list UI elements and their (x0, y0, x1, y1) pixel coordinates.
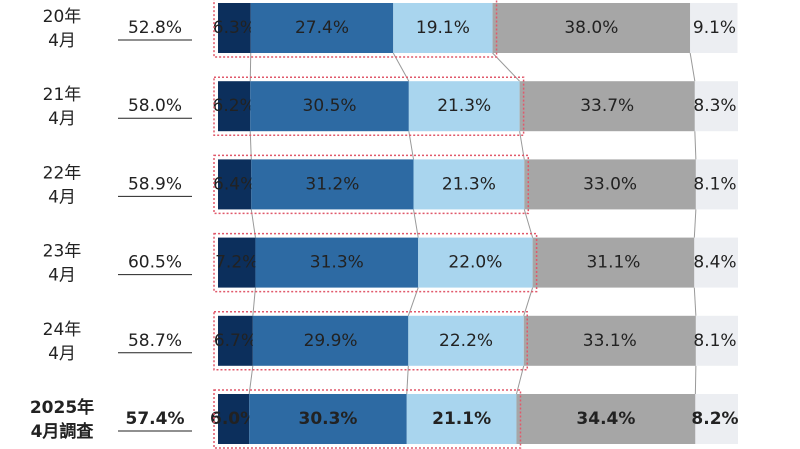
value-label: 34.4% (576, 409, 635, 429)
value-label: 22.2% (439, 331, 493, 351)
bar-segment (408, 315, 524, 366)
bar-segment (532, 237, 695, 288)
value-label: 33.0% (583, 174, 637, 194)
bar-segment (393, 3, 493, 53)
value-label: 6.2% (213, 96, 256, 116)
bar-segment (695, 315, 738, 366)
connector (693, 209, 697, 238)
bar-segment (492, 3, 691, 53)
total-box (213, 311, 528, 371)
bar-segment (218, 315, 253, 366)
total-box (213, 232, 538, 293)
bar-segment (516, 394, 696, 444)
connector (693, 287, 697, 316)
bar-segment (252, 315, 409, 366)
bar-segment (249, 394, 407, 444)
total-label: 57.4% (126, 409, 185, 429)
total-label: 58.9% (128, 174, 182, 194)
bar-segment (218, 81, 251, 132)
bar-segment (255, 237, 419, 288)
category-label: 4月 (48, 31, 76, 51)
value-label: 38.0% (564, 18, 618, 38)
value-label: 8.4% (693, 253, 736, 273)
category-label: 22年 (43, 163, 82, 183)
bar-segment (523, 315, 696, 366)
bar-segment (694, 81, 738, 132)
category-label: 4月調査 (31, 421, 95, 442)
bar-segment (218, 237, 256, 288)
total-box (213, 0, 498, 58)
value-label: 31.3% (310, 253, 364, 273)
bar-segment (250, 81, 409, 132)
bar-segment (524, 159, 696, 210)
bar-segment (218, 394, 250, 444)
value-label: 7.2% (215, 253, 258, 273)
bar-segment (251, 159, 414, 210)
total-box (213, 154, 530, 215)
connector (694, 131, 697, 160)
value-label: 29.9% (304, 331, 358, 351)
value-label: 19.1% (416, 18, 470, 38)
bar-segment (408, 81, 520, 132)
total-label: 58.7% (128, 331, 182, 351)
bar-segment (694, 237, 738, 288)
value-label: 8.2% (691, 409, 738, 429)
connector (248, 365, 254, 395)
category-label: 2025年 (30, 397, 94, 418)
value-label: 8.3% (693, 96, 736, 116)
bar-segment (218, 3, 251, 53)
value-label: 21.3% (442, 174, 496, 194)
value-label: 30.5% (303, 96, 357, 116)
category-label: 20年 (43, 7, 82, 27)
connector (523, 287, 534, 316)
value-label: 21.1% (432, 409, 491, 429)
connector (252, 287, 256, 316)
connector (689, 52, 696, 82)
value-label: 6.0% (210, 409, 257, 429)
total-label: 58.0% (128, 96, 182, 116)
value-label: 22.0% (448, 253, 502, 273)
bar-segment (218, 159, 252, 210)
value-label: 8.1% (693, 331, 736, 351)
bar-segment (695, 394, 738, 444)
bar-segment (413, 159, 525, 210)
value-label: 31.1% (586, 253, 640, 273)
bar-segment (519, 81, 695, 132)
value-label: 33.1% (583, 331, 637, 351)
category-label: 4月 (48, 109, 76, 129)
category-label: 4月 (48, 344, 76, 364)
total-label: 60.5% (128, 253, 182, 273)
bar-segment (406, 394, 517, 444)
total-box (213, 389, 522, 449)
value-label: 21.3% (437, 96, 491, 116)
category-label: 4月 (48, 187, 76, 207)
connector (694, 365, 697, 395)
value-label: 6.4% (213, 174, 256, 194)
value-label: 6.7% (214, 331, 257, 351)
connector (515, 365, 525, 395)
bar-segment (418, 237, 533, 288)
value-label: 27.4% (295, 18, 349, 38)
value-label: 9.1% (693, 18, 736, 38)
bar-segment (250, 3, 394, 53)
category-label: 24年 (43, 320, 82, 340)
value-label: 8.1% (693, 174, 736, 194)
category-label: 23年 (43, 242, 82, 262)
value-label: 33.7% (580, 96, 634, 116)
bar-segment (690, 3, 738, 53)
total-label: 52.8% (128, 18, 182, 38)
value-label: 6.3% (213, 18, 256, 38)
value-label: 31.2% (305, 174, 359, 194)
connector (413, 209, 419, 238)
category-label: 4月 (48, 266, 76, 286)
bar-segment (695, 159, 738, 210)
value-label: 30.3% (298, 409, 357, 429)
category-label: 21年 (43, 85, 82, 105)
